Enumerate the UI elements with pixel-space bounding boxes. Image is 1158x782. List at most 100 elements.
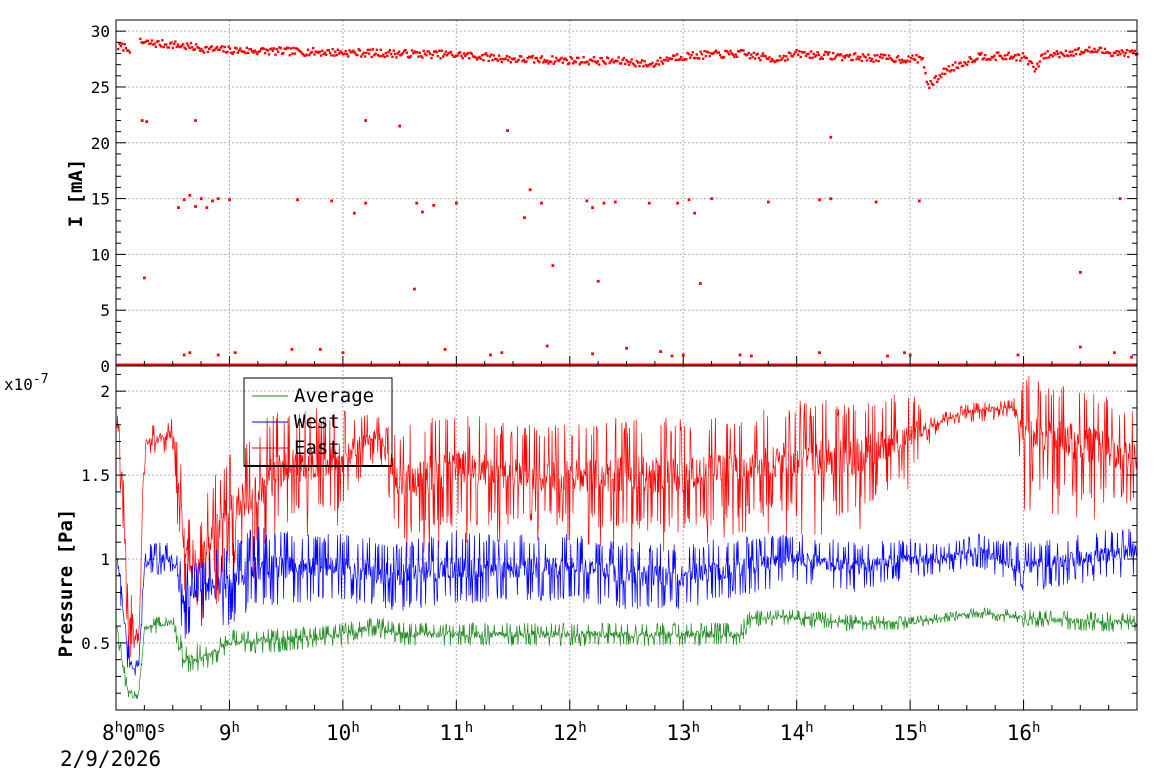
current-point <box>804 54 808 58</box>
current-point <box>793 53 796 56</box>
current-point <box>786 58 789 61</box>
current-point <box>616 59 619 63</box>
current-point <box>1015 59 1018 62</box>
current-point <box>839 53 843 56</box>
current-point <box>501 57 505 61</box>
current-point <box>167 46 171 49</box>
pressure-panel: 0.5 1 1.5 2 Pressure [Pa] x10-7 Average West… <box>4 365 1138 711</box>
current-point <box>1063 54 1066 58</box>
current-point <box>1076 48 1079 51</box>
current-point <box>787 51 791 54</box>
current-point <box>885 57 888 60</box>
current-point <box>972 59 975 62</box>
current-point <box>621 58 624 62</box>
current-point <box>287 46 290 50</box>
current-outlier-point <box>613 200 617 204</box>
current-point <box>1021 52 1025 55</box>
current-point <box>215 45 219 49</box>
current-point <box>674 58 678 62</box>
current-point <box>379 48 382 52</box>
current-point <box>232 50 236 54</box>
current-point <box>297 49 301 52</box>
current-point <box>876 54 879 57</box>
current-point <box>292 46 295 50</box>
current-point <box>169 42 172 45</box>
current-point <box>843 56 847 59</box>
current-point <box>971 60 974 64</box>
current-point <box>655 62 658 65</box>
current-point <box>356 53 359 57</box>
current-point <box>468 57 471 60</box>
current-point <box>687 52 691 56</box>
current-point <box>243 50 246 53</box>
current-point <box>344 49 347 53</box>
current-point <box>421 56 424 59</box>
current-point <box>145 39 148 43</box>
current-point <box>1038 60 1042 63</box>
current-point <box>118 42 121 45</box>
current-point <box>149 42 152 45</box>
hour-unit: h <box>351 720 359 736</box>
current-point <box>384 51 388 55</box>
current-point <box>512 58 515 61</box>
current-point <box>445 54 449 57</box>
current-point <box>1012 55 1016 59</box>
current-point <box>1050 53 1053 57</box>
current-point <box>973 60 977 63</box>
current-point <box>172 42 176 46</box>
current-point <box>635 59 639 63</box>
current-point <box>620 62 623 65</box>
current-point <box>509 61 512 64</box>
current-point <box>952 69 956 72</box>
current-point <box>427 50 431 53</box>
current-point <box>223 45 226 49</box>
current-point <box>661 62 665 65</box>
current-point <box>449 50 453 54</box>
current-point <box>266 49 269 52</box>
current-point <box>748 57 752 60</box>
current-point <box>176 43 180 46</box>
current-point <box>865 59 869 62</box>
current-point <box>915 54 918 57</box>
current-point <box>484 52 488 55</box>
current-point <box>587 63 590 66</box>
current-point <box>1067 54 1070 58</box>
current-point <box>357 48 360 51</box>
current-point <box>861 53 865 56</box>
current-point <box>871 57 874 61</box>
current-point <box>161 39 164 42</box>
current-point <box>644 63 648 67</box>
current-point <box>566 62 570 66</box>
current-point <box>1125 48 1129 52</box>
current-point <box>673 54 676 57</box>
current-point <box>650 63 653 66</box>
current-point <box>811 56 814 59</box>
current-point <box>887 54 891 57</box>
current-point <box>1054 53 1057 56</box>
current-point <box>170 41 173 44</box>
current-point <box>548 60 551 63</box>
current-point <box>457 52 460 55</box>
current-point <box>798 50 801 53</box>
legend-label-east: East <box>294 437 340 459</box>
current-point <box>627 63 631 66</box>
current-point <box>764 55 767 58</box>
current-point <box>799 55 802 59</box>
current-point <box>659 56 662 60</box>
current-point <box>1023 55 1026 58</box>
current-point <box>508 56 511 59</box>
current-point <box>555 56 558 60</box>
current-point <box>796 53 800 56</box>
current-outlier-point <box>413 287 416 291</box>
current-point <box>328 51 332 55</box>
current-outlier-point <box>528 188 532 192</box>
current-point <box>332 54 336 57</box>
current-point <box>698 57 701 60</box>
current-point <box>1037 65 1040 68</box>
current-point <box>1049 53 1052 57</box>
current-point <box>1085 48 1088 52</box>
current-point <box>930 82 934 85</box>
current-point <box>642 65 645 68</box>
current-point <box>955 66 958 69</box>
